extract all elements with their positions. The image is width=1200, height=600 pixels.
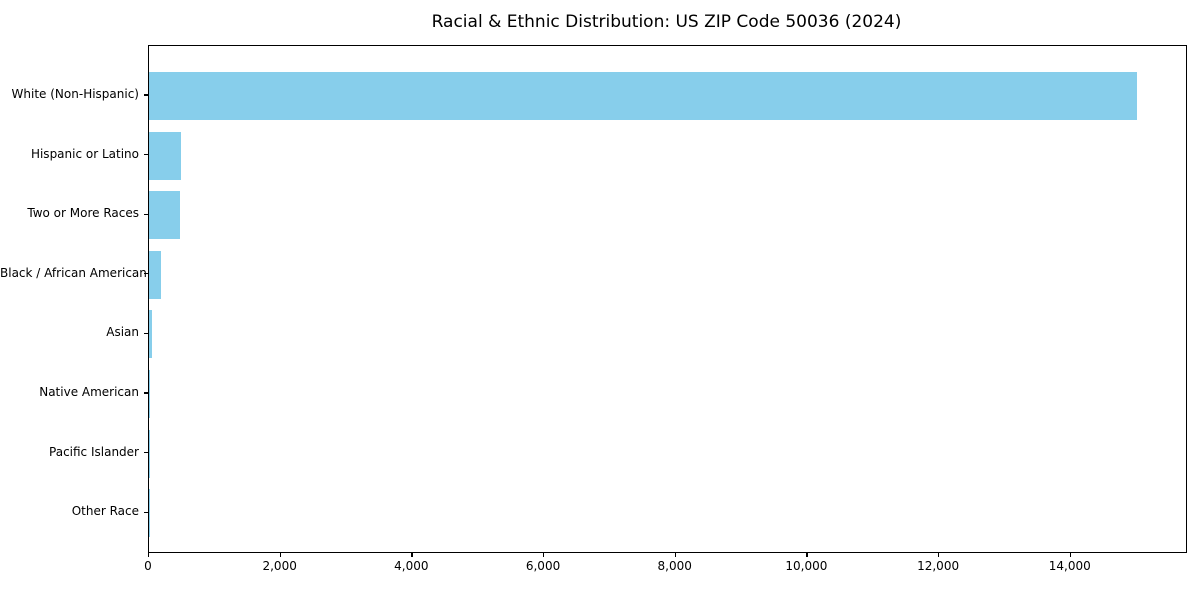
x-tick-mark <box>148 552 150 557</box>
x-tick-label: 14,000 <box>1048 559 1091 573</box>
y-tick-mark <box>144 452 148 454</box>
y-tick-mark <box>144 213 148 215</box>
y-tick-label: Two or More Races <box>27 206 139 221</box>
x-tick-label: 0 <box>144 559 152 573</box>
bar-hispanic-or-latino <box>149 131 181 180</box>
y-tick-mark <box>144 332 148 334</box>
chart-title: Racial & Ethnic Distribution: US ZIP Cod… <box>431 12 902 32</box>
bar-white-non-hispanic <box>149 72 1137 120</box>
y-tick-label: Native American <box>39 385 139 399</box>
y-tick-mark <box>144 273 148 275</box>
y-tick-label: Other Race <box>71 504 139 519</box>
x-tick-mark <box>1069 552 1071 557</box>
y-tick-label: Hispanic or Latino <box>30 146 139 161</box>
x-tick-label: 4,000 <box>394 559 429 573</box>
x-tick-mark <box>279 552 281 557</box>
y-tick-label: Asian <box>106 325 139 340</box>
y-tick-label: Black / African American <box>0 265 147 280</box>
x-tick-label: 8,000 <box>657 559 692 573</box>
x-tick-mark <box>938 552 940 557</box>
x-tick-label: 2,000 <box>262 559 297 573</box>
y-tick-mark <box>144 154 148 156</box>
plot-area <box>148 45 1187 553</box>
bar-two-or-more-races <box>149 191 180 240</box>
y-tick-label: Pacific Islander <box>49 444 139 459</box>
x-tick-label: 6,000 <box>525 559 561 573</box>
bar-black-african-american <box>149 250 161 299</box>
x-tick-mark <box>411 552 413 557</box>
y-tick-mark <box>144 511 148 513</box>
x-tick-mark <box>674 552 676 557</box>
x-tick-label: 12,000 <box>917 559 960 573</box>
x-tick-label: 10,000 <box>785 559 828 573</box>
y-tick-mark <box>144 94 148 96</box>
bar-asian <box>149 310 152 359</box>
y-tick-label: White (Non-Hispanic) <box>11 87 139 101</box>
x-tick-mark <box>806 552 808 557</box>
bar-native-american <box>149 370 150 418</box>
y-tick-mark <box>144 392 148 394</box>
x-tick-mark <box>543 552 545 557</box>
